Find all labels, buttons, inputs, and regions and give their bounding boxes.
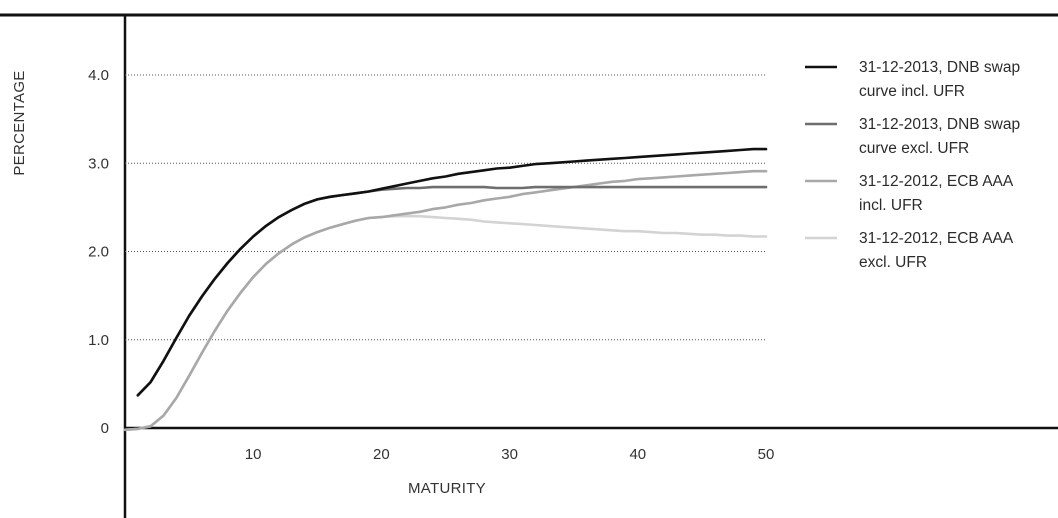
x-axis-title: MATURITY [408,480,486,497]
legend-label: 31-12-2013, DNB swap [859,116,1020,133]
x-tick-label: 40 [629,446,646,463]
y-tick-label: 2.0 [88,244,109,261]
x-tick-label: 30 [501,446,518,463]
gridlines [125,74,766,341]
legend-label: incl. UFR [859,197,923,214]
legend-label: excl. UFR [859,254,927,271]
x-tick-label: 50 [758,446,775,463]
series-lines [123,147,768,432]
x-axis-ticks: 10 20 30 40 50 [245,446,774,463]
legend-label: 31-12-2012, ECB AAA [859,230,1014,247]
x-tick-label: 20 [373,446,390,463]
y-axis-title: PERCENTAGE [11,70,28,175]
legend-label: 31-12-2012, ECB AAA [859,173,1014,190]
y-tick-label: 0 [101,420,109,437]
y-tick-label: 3.0 [88,155,109,172]
x-tick-label: 10 [245,446,262,463]
legend-label: curve excl. UFR [859,140,969,157]
chart-frame [0,13,1058,518]
y-tick-label: 1.0 [88,332,109,349]
series-line-1 [136,147,768,397]
legend-item: 31-12-2012, ECB AAA excl. UFR [805,230,1014,271]
legend-item: 31-12-2013, DNB swap curve excl. UFR [805,116,1020,157]
y-tick-label: 4.0 [88,67,109,84]
y-axis-ticks: 0 1.0 2.0 3.0 4.0 [88,67,109,437]
series-line-3 [123,169,768,432]
legend-item: 31-12-2013, DNB swap curve incl. UFR [805,59,1020,100]
legend-label: curve incl. UFR [859,83,965,100]
legend-item: 31-12-2012, ECB AAA incl. UFR [805,173,1014,214]
legend-label: 31-12-2013, DNB swap [859,59,1020,76]
